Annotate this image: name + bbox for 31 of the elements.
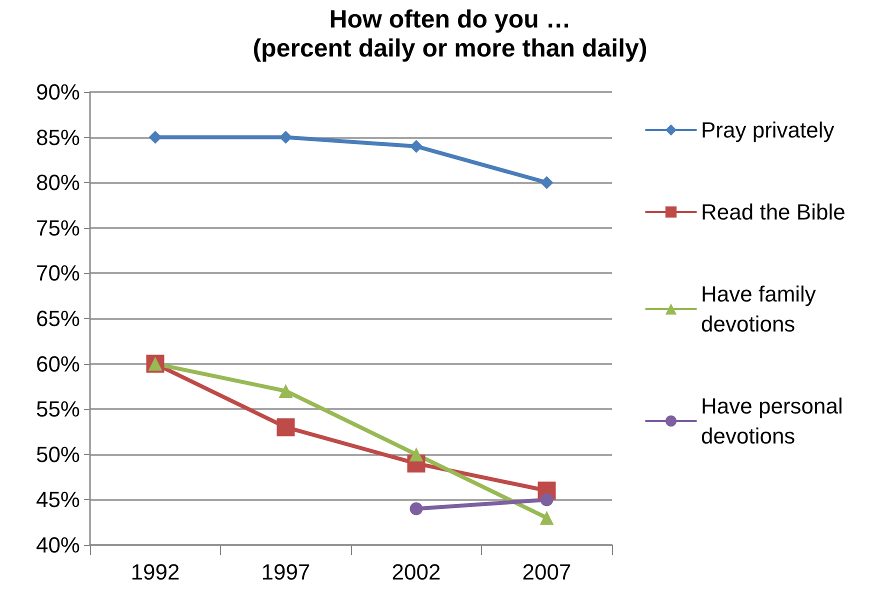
point	[278, 384, 293, 398]
point	[409, 447, 424, 462]
x-tick-label: 2002	[392, 560, 441, 584]
y-tick-label: 40%	[36, 532, 80, 558]
point	[540, 176, 554, 190]
point	[540, 510, 554, 525]
y-tick-label: 50%	[36, 442, 80, 467]
legend-label: Have family devotions	[701, 282, 822, 336]
y-tick-label: 90%	[36, 80, 80, 104]
x-tick-label: 1992	[130, 560, 180, 584]
y-tick-label: 70%	[36, 260, 80, 286]
y-tick-label: 85%	[36, 124, 80, 150]
point	[410, 140, 423, 153]
y-tick-label: 65%	[36, 306, 80, 331]
point	[279, 130, 292, 144]
point	[410, 502, 423, 516]
y-tick-label: 60%	[36, 351, 80, 376]
y-tick-label: 55%	[36, 396, 80, 422]
chart-title: How often do you …	[329, 6, 571, 34]
point	[276, 418, 295, 436]
chart-subtitle: (percent daily or more than daily)	[252, 34, 648, 62]
legend-label: Pray privately	[701, 118, 834, 142]
legend-label: Read the Bible	[701, 200, 846, 224]
y-tick-label: 75%	[36, 215, 80, 240]
y-tick-label: 80%	[36, 170, 80, 196]
legend-label: Have personal devotions	[701, 394, 849, 448]
x-tick-label: 1997	[261, 560, 310, 584]
y-tick-label: 45%	[36, 487, 80, 512]
point	[540, 493, 554, 506]
point	[148, 130, 162, 144]
x-tick-label: 2007	[522, 560, 572, 584]
